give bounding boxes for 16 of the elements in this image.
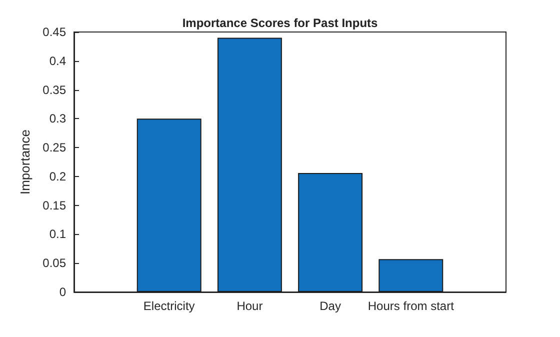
y-tick-label: 0.4 [49, 54, 66, 68]
y-tick-label: 0.35 [42, 82, 66, 97]
x-tick-label: Hours from start [368, 299, 455, 313]
y-tick-label: 0 [59, 285, 66, 299]
x-tick-label: Electricity [143, 299, 195, 313]
y-tick-label: 0.2 [49, 169, 66, 184]
x-tick-label: Hour [236, 299, 263, 313]
y-tick-label: 0.3 [49, 112, 66, 126]
y-tick-label: 0.1 [49, 227, 66, 242]
chart-title: Importance Scores for Past Inputs [182, 16, 378, 30]
y-tick-label: 0.05 [42, 256, 66, 270]
x-tick-label: Day [320, 299, 341, 313]
y-tick-label: 0.15 [42, 198, 66, 212]
y-tick-label: 0.45 [42, 25, 66, 39]
y-axis-title: Importance [18, 129, 33, 195]
y-tick-label: 0.25 [42, 140, 66, 155]
